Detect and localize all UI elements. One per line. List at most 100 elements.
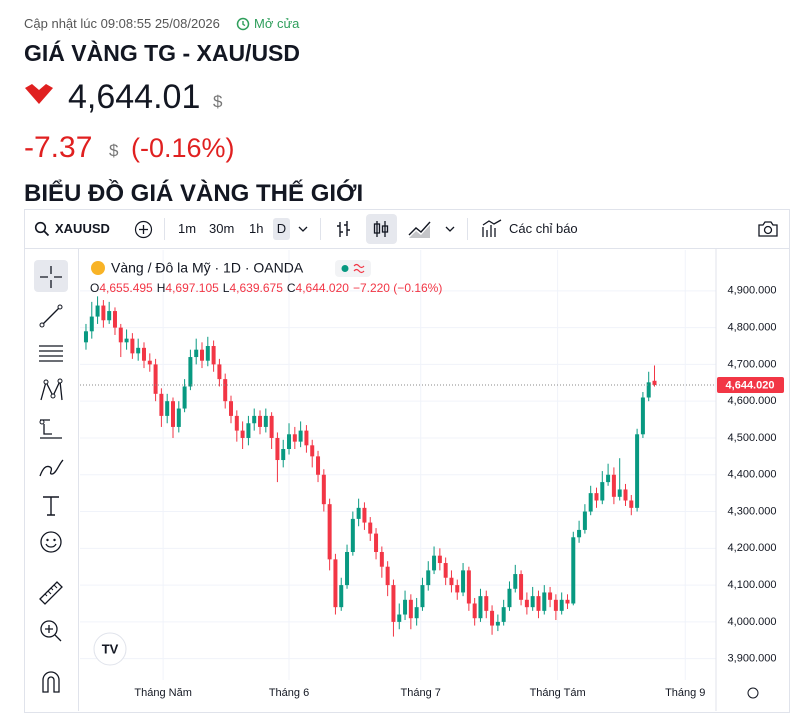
ohlc-value: 4,655.495	[99, 281, 153, 295]
candle-body	[565, 599, 570, 604]
candle-body	[89, 316, 94, 332]
candle-body	[223, 379, 228, 402]
candle-body	[432, 555, 437, 571]
symbol[interactable]: XAUUSD	[55, 221, 110, 236]
candle-body	[629, 500, 634, 508]
page-title: GIÁ VÀNG TG - XAU/USD	[24, 40, 301, 66]
candle-body	[205, 346, 210, 361]
price: 4,644.01	[68, 78, 201, 116]
candle-body	[333, 559, 338, 608]
candle-body	[652, 380, 657, 385]
chart-widget	[24, 209, 790, 713]
candle-body	[420, 585, 425, 608]
last-price-label: 4,644.020	[726, 379, 775, 391]
price-change: -7.37	[24, 131, 93, 164]
market-status: Mở cửa	[254, 16, 300, 31]
search-icon[interactable]	[34, 221, 50, 237]
updated-time: Cập nhật lúc 09:08:55 25/08/2026	[24, 16, 220, 31]
candle-body	[588, 493, 593, 512]
candle-body	[600, 482, 605, 501]
forecast-tool[interactable]	[36, 414, 66, 444]
change-percent: (-0.16%)	[131, 133, 235, 163]
candle-body	[147, 360, 152, 365]
pattern-tool[interactable]	[36, 376, 66, 406]
candle-body	[507, 588, 512, 608]
candle-body	[211, 346, 216, 365]
candle-body	[327, 504, 332, 560]
candle-body	[362, 507, 367, 523]
candle-body	[159, 393, 164, 416]
compare-button[interactable]	[134, 220, 153, 239]
symbol-icon	[91, 261, 105, 275]
interval-selected[interactable]: D	[273, 218, 290, 240]
candle-body	[107, 311, 112, 321]
text-tool[interactable]	[36, 490, 66, 520]
chart: Vàng / Đô la Mỹ · 1D · OANDA O4,655.495 H…	[80, 249, 784, 711]
screenshot-button[interactable]	[757, 219, 779, 239]
y-tick-label: 4,700.000	[728, 358, 777, 370]
price-unit: $	[213, 92, 223, 111]
style-dropdown[interactable]	[444, 224, 456, 234]
chart-title: Vàng / Đô la Mỹ · 1D · OANDA	[111, 260, 304, 276]
interval[interactable]: 1h	[249, 221, 264, 236]
y-tick-label: 4,200.000	[728, 542, 777, 554]
indicators-icon[interactable]	[481, 219, 503, 239]
candle-body	[443, 563, 448, 578]
candle-body	[229, 401, 234, 416]
candle-body	[519, 574, 524, 600]
candle-body	[542, 592, 547, 611]
bar-style-button[interactable]	[334, 219, 354, 239]
zoom-tool[interactable]	[36, 616, 66, 646]
x-tick-label: Tháng Năm	[134, 687, 191, 699]
candle-body	[136, 347, 141, 354]
brush-tool[interactable]	[36, 452, 66, 482]
candle-body	[374, 533, 379, 552]
candle-body	[165, 401, 170, 416]
candle-body	[403, 599, 408, 615]
crosshair-tool[interactable]	[36, 262, 66, 292]
candle-body	[275, 437, 280, 461]
indicators-button[interactable]: Các chỉ báo	[509, 221, 578, 236]
candle-body	[252, 415, 257, 424]
magnet-tool[interactable]	[36, 667, 66, 697]
candle-body	[635, 434, 640, 508]
change-unit: $	[109, 141, 119, 160]
clock-icon	[236, 17, 250, 31]
candle-body	[200, 349, 205, 361]
candle-body	[530, 596, 535, 608]
candle-body	[141, 347, 146, 361]
candle-body	[536, 596, 541, 611]
settings-button[interactable]	[747, 687, 759, 699]
candle-body	[234, 415, 239, 431]
ruler-tool[interactable]	[36, 578, 66, 608]
candle-body	[188, 357, 193, 387]
area-style-button[interactable]	[408, 219, 432, 239]
emoji-tool[interactable]	[36, 527, 66, 557]
ohlc-change: −7.220 (−0.16%)	[353, 281, 442, 295]
candle-body	[577, 529, 582, 538]
interval[interactable]: 30m	[209, 221, 235, 236]
candle-body	[350, 518, 355, 552]
candle-body	[368, 522, 373, 534]
candle-body	[281, 448, 286, 461]
separator	[164, 218, 165, 240]
candle-body	[170, 401, 175, 427]
candle-body	[240, 430, 245, 438]
interval-dropdown[interactable]	[297, 224, 309, 234]
candle-body	[472, 603, 477, 619]
candle-body	[345, 551, 350, 586]
interval[interactable]: 1m	[178, 221, 197, 236]
ohlc-key: C	[287, 281, 296, 295]
y-tick-label: 4,900.000	[728, 285, 777, 297]
candle-style-button[interactable]	[371, 219, 391, 239]
candle-body	[101, 305, 106, 321]
candle-body	[339, 585, 344, 608]
fib-tool[interactable]	[36, 338, 66, 368]
candle-body	[524, 599, 529, 608]
y-tick-label: 4,500.000	[728, 432, 777, 444]
tv-logo-bg	[93, 632, 127, 666]
trendline-tool[interactable]	[36, 301, 66, 331]
candle-body	[246, 423, 251, 438]
y-tick-label: 4,400.000	[728, 469, 777, 481]
candle-body	[461, 570, 466, 593]
